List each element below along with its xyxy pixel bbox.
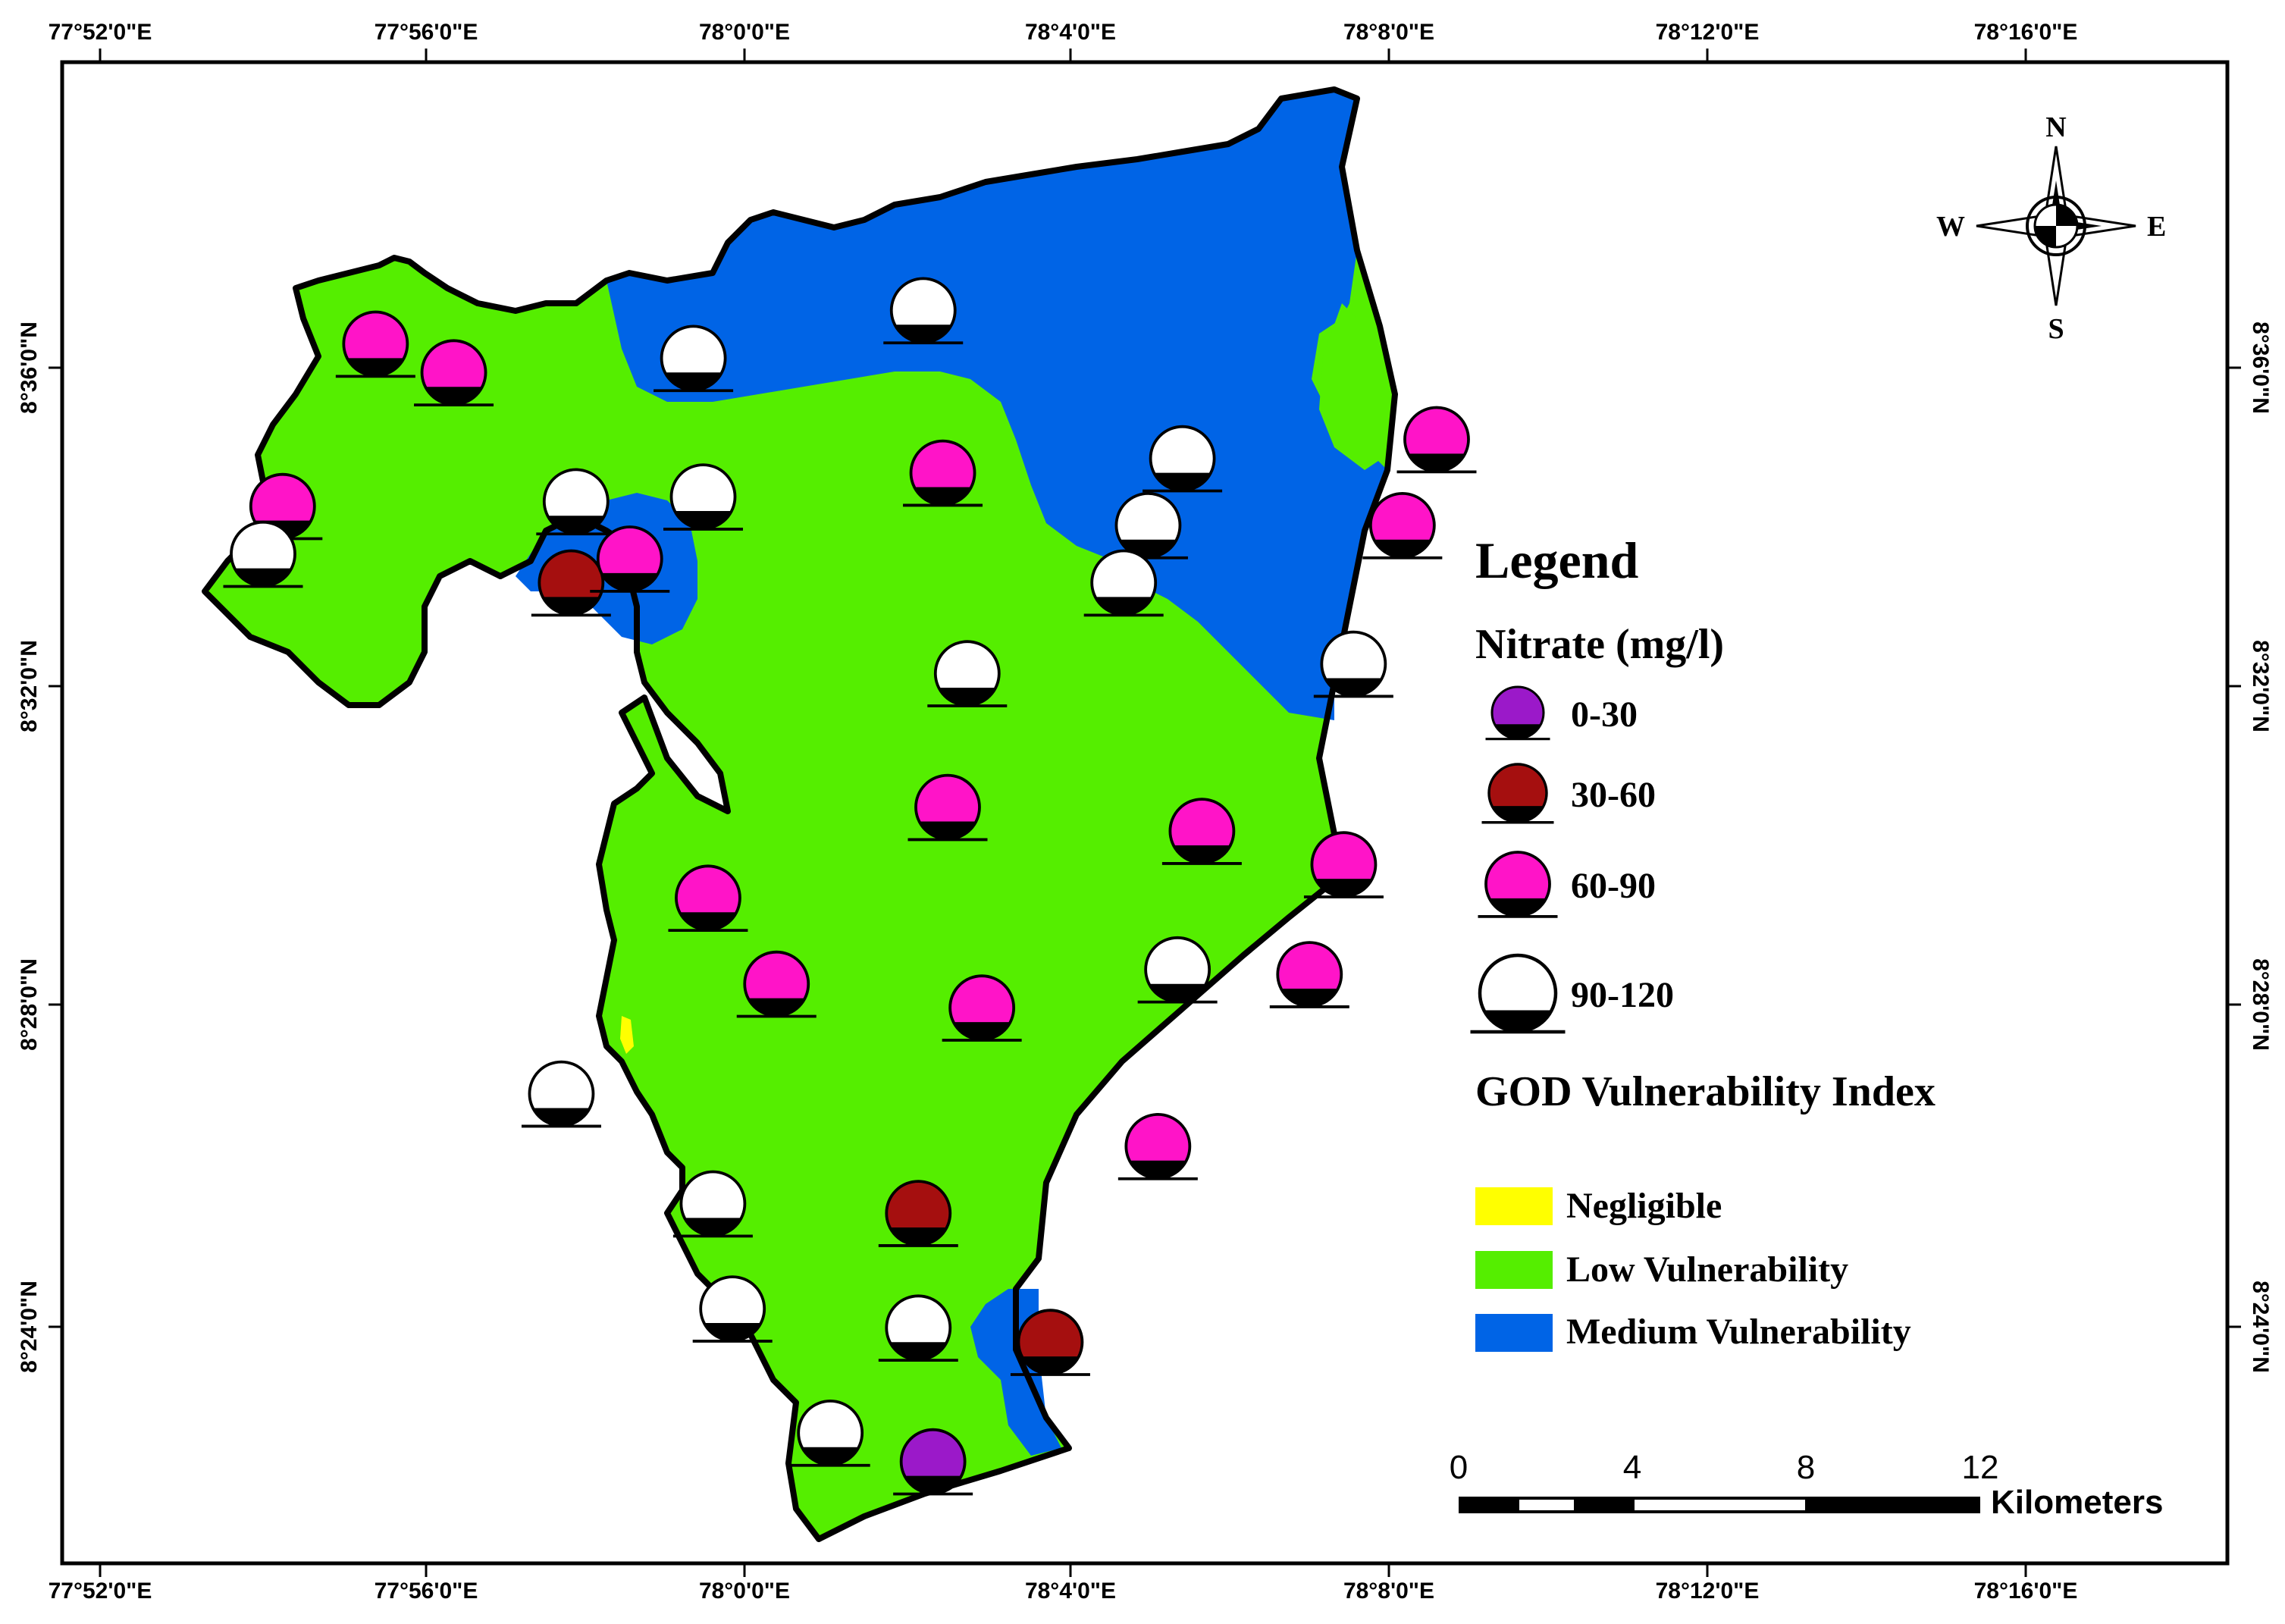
nitrate-legend-title: Nitrate (mg/l) (1475, 621, 1724, 668)
nitrate-marker (883, 277, 964, 345)
tick-label-bottom: 78°4'0"E (1025, 1579, 1116, 1604)
legend-marker-30-60 (1481, 763, 1554, 824)
scale-bar: 0 4 8 12 Kilometers (1450, 1449, 2164, 1521)
tick-label-right: 8°28'0"N (2248, 958, 2273, 1051)
nitrate-marker (531, 549, 611, 617)
nitrate-marker (223, 520, 303, 588)
nitrate-marker (893, 1428, 973, 1496)
nitrate-marker (1117, 1113, 1198, 1180)
nitrate-marker (736, 950, 817, 1018)
tick-label-bottom: 77°52'0"E (49, 1579, 152, 1604)
tick-label-bottom: 78°8'0"E (1343, 1579, 1434, 1604)
nitrate-marker (1142, 425, 1223, 493)
legend-label-nitrate: 30-60 (1571, 775, 1656, 815)
legend-label-medium: Medium Vulnerability (1566, 1312, 1911, 1352)
nitrate-sample-points (223, 277, 1477, 1496)
nitrate-marker (654, 324, 734, 393)
legend-label-negligible: Negligible (1566, 1186, 1722, 1226)
tick-label-top: 78°4'0"E (1025, 20, 1116, 45)
negligible-zone (620, 1016, 634, 1054)
tick-label-bottom: 78°0'0"E (699, 1579, 790, 1604)
nitrate-marker (672, 1170, 753, 1238)
tick-label-right: 8°24'0"N (2248, 1281, 2273, 1373)
nitrate-marker (692, 1275, 773, 1343)
tick-label-top: 77°52'0"E (49, 20, 152, 45)
nitrate-marker (414, 339, 494, 407)
legend-marker-60-90 (1478, 851, 1558, 918)
nitrate-marker (590, 525, 670, 593)
tick-label-top: 77°56'0"E (375, 20, 478, 45)
compass-label-s: S (2048, 313, 2064, 345)
nitrate-marker (907, 773, 988, 842)
legend-swatch-negligible (1475, 1187, 1553, 1225)
low-vulnerability-patch-east (1319, 303, 1395, 470)
legend-label-nitrate: 60-90 (1571, 866, 1656, 906)
nitrate-marker (1303, 831, 1384, 898)
tick-label-top: 78°16'0"E (1974, 20, 2078, 45)
scale-tick-12: 12 (1962, 1449, 1999, 1486)
study-area-boundary (202, 86, 1398, 1542)
tick-label-top: 78°8'0"E (1343, 20, 1434, 45)
tick-label-top: 78°0'0"E (699, 20, 790, 45)
tick-label-left: 8°32'0"N (17, 640, 42, 732)
legend-label-nitrate: 0-30 (1571, 694, 1638, 735)
nitrate-marker (668, 864, 748, 933)
nitrate-marker (942, 974, 1022, 1042)
nitrate-marker (878, 1294, 958, 1362)
nitrate-marker (1161, 798, 1242, 865)
tick-label-right: 8°32'0"N (2248, 640, 2273, 732)
nitrate-marker (1396, 406, 1477, 474)
legend-label-nitrate: 90-120 (1571, 975, 1674, 1015)
legend-marker-0-30 (1485, 685, 1550, 741)
compass-label-e: E (2147, 211, 2166, 243)
legend: Legend Nitrate (mg/l) 0-30 30-60 60-90 90-1… (1470, 531, 1936, 1352)
scale-tick-0: 0 (1450, 1449, 1468, 1486)
nitrate-marker (790, 1400, 870, 1467)
tick-label-bottom: 77°56'0"E (375, 1579, 478, 1604)
north-arrow: N S E W (1936, 111, 2166, 345)
god-legend-title: GOD Vulnerability Index (1475, 1068, 1936, 1115)
tick-label-left: 8°28'0"N (17, 958, 42, 1051)
tick-label-left: 8°36'0"N (17, 321, 42, 414)
nitrate-marker (1362, 492, 1443, 560)
nitrate-marker (521, 1060, 601, 1128)
legend-swatch-medium (1475, 1314, 1553, 1352)
scale-unit: Kilometers (1991, 1484, 2163, 1521)
legend-swatch-low (1475, 1251, 1553, 1289)
nitrate-legend-items: 0-30 30-60 60-90 90-120 (1470, 685, 1674, 1034)
medium-vulnerability-zone-north (607, 89, 1387, 720)
compass-label-w: W (1936, 211, 1965, 243)
nitrate-marker (536, 468, 616, 536)
nitrate-marker (1010, 1309, 1090, 1376)
tick-label-top: 78°12'0"E (1656, 20, 1760, 45)
tick-label-left: 8°24'0"N (17, 1281, 42, 1373)
legend-label-low: Low Vulnerability (1566, 1249, 1848, 1290)
nitrate-marker (335, 310, 415, 378)
legend-marker-90-120 (1470, 953, 1566, 1034)
nitrate-marker (903, 439, 983, 507)
nitrate-marker (1083, 549, 1164, 617)
nitrate-marker (1137, 936, 1218, 1004)
scale-tick-8: 8 (1797, 1449, 1815, 1486)
legend-title: Legend (1475, 531, 1639, 589)
nitrate-marker (1269, 941, 1349, 1008)
tick-label-bottom: 78°16'0"E (1974, 1579, 2078, 1604)
compass-label-n: N (2045, 111, 2066, 143)
nitrate-marker (663, 463, 743, 531)
graticule-ticks: 77°52'0"E 77°56'0"E 78°0'0"E 78°4'0"E 78°8'0… (17, 20, 2273, 1604)
tick-label-right: 8°36'0"N (2248, 321, 2273, 414)
nitrate-marker (1313, 630, 1393, 698)
nitrate-marker (878, 1180, 958, 1247)
nitrate-marker (927, 640, 1008, 707)
tick-label-bottom: 78°12'0"E (1656, 1579, 1760, 1604)
compass-ring (2026, 196, 2086, 256)
scale-tick-4: 4 (1623, 1449, 1641, 1486)
